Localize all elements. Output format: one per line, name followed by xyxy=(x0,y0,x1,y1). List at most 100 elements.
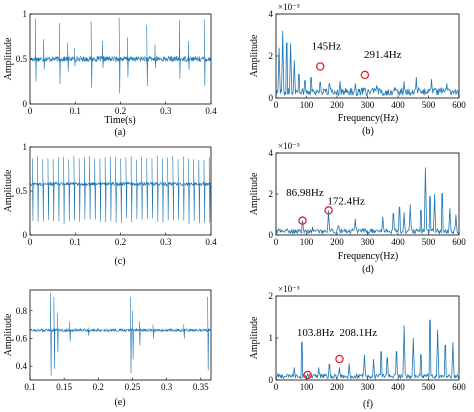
panel-d-xtick-label-1: 100 xyxy=(300,237,314,247)
panel-e-xtick-label-0: 0.1 xyxy=(24,382,35,392)
panel-f-scale-label: ×10⁻³ xyxy=(278,284,300,294)
panel-d-xtick-label-6: 600 xyxy=(452,237,466,247)
panel-b-ylabel: Amplitude xyxy=(249,34,260,77)
panel-d-ylabel: Amplitude xyxy=(249,172,260,215)
panel-b-xlabel: Frequency(Hz) xyxy=(338,113,399,124)
panel-d-annotation-1: 172.4Hz xyxy=(327,195,365,207)
panel-b-ytick-label-1: 2 xyxy=(269,51,274,61)
panel-e-ytick-label-2: 0.8 xyxy=(16,306,28,316)
panel-f-xtick-label-5: 500 xyxy=(422,382,436,392)
panel-f-marker-0 xyxy=(303,370,312,380)
panel-e-caption: (e) xyxy=(114,397,125,408)
panel-f: 103.8Hz 208.1Hz 0 100 200 300 400 500 600 0 1 2 ×10… xyxy=(249,284,466,410)
panel-b-xtick-label-5: 500 xyxy=(422,100,436,110)
panel-b-ytick-label-2: 4 xyxy=(269,9,274,19)
panel-d-scale-label: ×10⁻³ xyxy=(278,141,300,151)
panel-d-xtick-label-0: 0 xyxy=(274,237,279,247)
panel-d-xlabel: Frequency(Hz) xyxy=(338,251,399,262)
panel-e-xtick-label-5: 0.35 xyxy=(193,382,209,392)
panel-f-marker-1 xyxy=(335,354,344,364)
panel-f-xtick-label-0: 0 xyxy=(274,382,279,392)
panel-d-marker-0 xyxy=(298,216,307,225)
panel-b-spectrum-line xyxy=(275,30,460,97)
panel-b-xtick-label-2: 200 xyxy=(330,100,344,110)
panel-d-marker-1 xyxy=(324,206,333,215)
panel-b-xtick-label-6: 600 xyxy=(452,100,466,110)
panel-a-ytick-label-0: 0 xyxy=(23,99,28,109)
panel-f-ytick-label-2: 2 xyxy=(269,291,274,301)
panel-b-ytick-label-0: 0 xyxy=(269,93,274,103)
panel-a-ylabel: Amplitude xyxy=(3,37,14,80)
panel-b-xtick-label-1: 100 xyxy=(300,100,314,110)
panel-e-axes-box xyxy=(29,289,212,381)
panel-e-xtick-label-2: 0.2 xyxy=(93,382,104,392)
panel-e: 0.1 0.15 0.2 0.25 0.3 0.35 0.4 0.6 0.8 Amplitude… xyxy=(3,289,212,408)
panel-f-xtick-label-3: 300 xyxy=(361,382,375,392)
panel-f-ylabel: Amplitude xyxy=(249,316,260,359)
panel-d-annotation-0: 86.98Hz xyxy=(286,187,324,199)
panel-b-caption: (b) xyxy=(362,126,374,137)
panel-f-ytick-label-0: 0 xyxy=(269,375,274,385)
panel-a-xtick-label-3: 0.3 xyxy=(160,106,172,116)
panel-a-signal-line xyxy=(29,17,212,94)
panel-f-xtick-label-4: 400 xyxy=(391,382,405,392)
panel-e-xtick-label-3: 0.25 xyxy=(125,382,141,392)
panel-c-plot: 0 0.1 0.2 0.3 0.4 0 0.5 1 xyxy=(16,142,217,247)
panel-b-axes-box xyxy=(275,13,460,99)
panel-f-plot: 103.8Hz 208.1Hz 0 100 200 300 400 500 600 0 1 2 xyxy=(269,291,467,392)
panel-f-annotation-0: 103.8Hz xyxy=(297,327,335,339)
panel-c-ytick-label-1: 0.5 xyxy=(16,186,28,196)
panel-b-annotation-0: 145Hz xyxy=(312,41,341,53)
panel-b-marker-0 xyxy=(315,62,325,71)
panel-e-ytick-label-0: 0.4 xyxy=(16,361,28,371)
panel-c-signal-line xyxy=(29,155,212,225)
panel-a-xtick-label-1: 0.1 xyxy=(70,106,81,116)
panel-b-xtick-label-3: 300 xyxy=(361,100,375,110)
panel-a-caption: (a) xyxy=(114,127,125,138)
panel-d-ytick-label-2: 4 xyxy=(269,148,274,158)
panel-c: 0 0.1 0.2 0.3 0.4 0 0.5 1 Amplitude (c) xyxy=(3,142,217,267)
panel-f-xtick-label-2: 200 xyxy=(330,382,344,392)
panel-d-caption: (d) xyxy=(362,264,374,275)
panel-b-annotation-1: 291.4Hz xyxy=(364,49,402,61)
panel-c-xtick-label-2: 0.2 xyxy=(115,237,126,247)
panel-e-xtick-label-4: 0.3 xyxy=(161,382,173,392)
panel-b-xtick-label-0: 0 xyxy=(274,100,279,110)
panel-e-signal-line xyxy=(29,292,212,376)
panel-b-marker-1 xyxy=(360,70,370,80)
panel-b-scale-label: ×10⁻³ xyxy=(278,2,300,12)
panel-f-xtick-label-6: 600 xyxy=(452,382,466,392)
panel-e-plot: 0.1 0.15 0.2 0.25 0.3 0.35 0.4 0.6 0.8 xyxy=(16,292,212,392)
panel-d-ytick-label-0: 0 xyxy=(269,230,274,240)
panel-c-ylabel: Amplitude xyxy=(3,169,14,212)
panel-d-xtick-label-5: 500 xyxy=(422,237,436,247)
panel-e-xtick-label-1: 0.15 xyxy=(56,382,72,392)
panel-f-xtick-label-1: 100 xyxy=(300,382,314,392)
panel-a-xlabel: Time(s) xyxy=(104,115,135,126)
panel-c-ytick-label-2: 1 xyxy=(23,142,28,152)
panel-a-xtick-label-2: 0.2 xyxy=(115,106,126,116)
panel-d-xtick-label-2: 200 xyxy=(330,237,344,247)
panel-c-xtick-label-1: 0.1 xyxy=(70,237,81,247)
panel-e-ytick-label-1: 0.6 xyxy=(16,333,28,343)
panel-f-ytick-label-1: 1 xyxy=(269,333,274,343)
panel-c-xtick-label-3: 0.3 xyxy=(160,237,172,247)
panel-d-ytick-label-1: 2 xyxy=(269,189,274,199)
panel-a-xtick-label-0: 0 xyxy=(28,106,33,116)
panel-f-annotation-1: 208.1Hz xyxy=(340,327,378,339)
panel-b-plot: 145Hz 291.4Hz 0 100 200 300 400 500 600 0 2 4 xyxy=(269,9,467,110)
panel-a-xtick-label-4: 0.4 xyxy=(205,106,217,116)
panel-c-xtick-label-0: 0 xyxy=(28,237,33,247)
panel-a-ytick-label-1: 0.5 xyxy=(16,54,28,64)
panel-a-ytick-label-2: 1 xyxy=(23,9,28,19)
panel-f-caption: (f) xyxy=(363,399,373,410)
panel-c-caption: (c) xyxy=(114,256,125,267)
panel-e-ylabel: Amplitude xyxy=(3,313,14,356)
panel-a: 0 0.1 0.2 0.3 0.4 0 0.5 1 Amplitude Time(s) (a) xyxy=(3,9,217,138)
panel-a-plot: 0 0.1 0.2 0.3 0.4 0 0.5 1 xyxy=(16,9,217,116)
panel-d-xtick-label-4: 400 xyxy=(391,237,405,247)
panel-d-xtick-label-3: 300 xyxy=(361,237,375,247)
